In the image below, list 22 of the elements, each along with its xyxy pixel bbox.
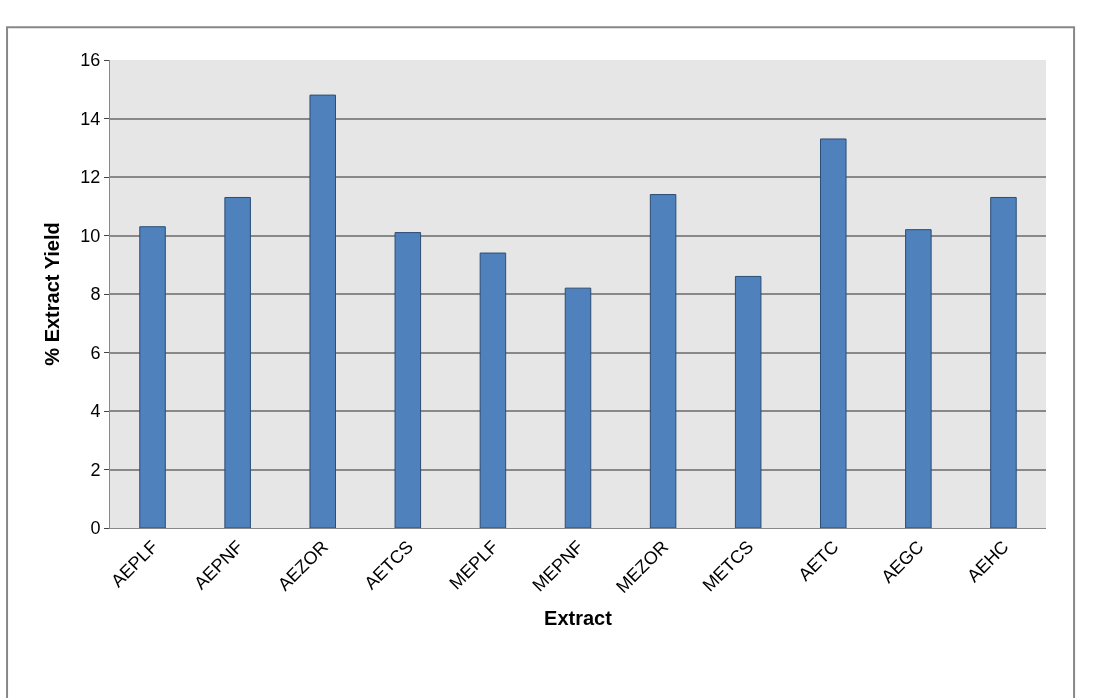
bar: [564, 287, 592, 528]
y-tick-label: 10: [80, 225, 101, 246]
bar: [734, 275, 762, 528]
y-tick-label: 16: [80, 50, 101, 71]
bar: [990, 196, 1017, 528]
bar: [309, 94, 336, 528]
bar: [139, 226, 166, 528]
y-tick-label: 6: [90, 342, 101, 363]
bar: [905, 229, 932, 528]
bar: [224, 196, 251, 528]
y-tick-label: 4: [90, 401, 101, 422]
bar: [649, 194, 677, 528]
bar: [820, 138, 847, 528]
y-tick-label: 8: [90, 284, 101, 305]
y-tick-label: 14: [80, 108, 101, 129]
bar: [394, 232, 422, 528]
y-tick-label: 0: [90, 518, 101, 539]
y-axis-title: % Extract Yield: [40, 222, 63, 366]
y-tick-label: 2: [90, 459, 101, 480]
y-tick-label: 12: [80, 167, 101, 188]
x-axis-title: Extract: [544, 607, 613, 630]
bar: [479, 252, 507, 528]
